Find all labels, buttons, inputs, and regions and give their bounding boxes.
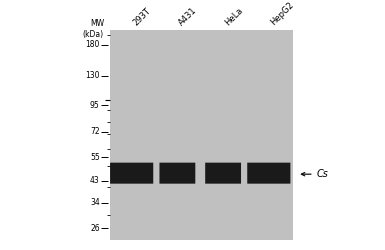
Text: Cs: Cs	[317, 169, 329, 179]
Text: (kDa): (kDa)	[83, 30, 104, 39]
Text: HeLa: HeLa	[223, 6, 244, 28]
Text: 34: 34	[90, 198, 100, 207]
Text: 293T: 293T	[132, 6, 153, 28]
Text: 130: 130	[85, 71, 100, 80]
Text: 55: 55	[90, 153, 100, 162]
Text: 26: 26	[90, 224, 100, 233]
FancyBboxPatch shape	[110, 163, 153, 184]
Text: HepG2: HepG2	[269, 1, 296, 28]
FancyBboxPatch shape	[247, 163, 290, 184]
FancyBboxPatch shape	[159, 163, 195, 184]
Text: 72: 72	[90, 127, 100, 136]
Text: 95: 95	[90, 101, 100, 110]
Text: MW: MW	[90, 18, 104, 28]
Text: 43: 43	[90, 176, 100, 185]
Text: 180: 180	[85, 40, 100, 49]
FancyBboxPatch shape	[205, 163, 241, 184]
Text: A431: A431	[177, 6, 199, 28]
